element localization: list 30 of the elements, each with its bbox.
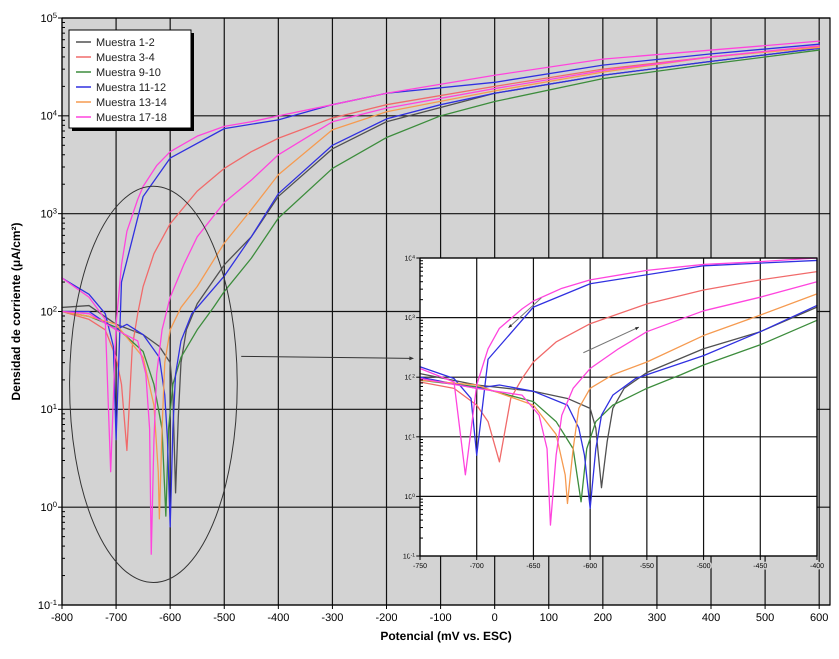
legend-label: Muestra 13-14 <box>96 97 167 109</box>
y-tick-label: 10$^{0}$ <box>40 500 57 514</box>
y-tick-label: 10$^{1}$ <box>40 402 57 416</box>
x-tick-label: 400 <box>702 612 720 624</box>
y-tick-label: 10$^{5}$ <box>40 10 57 25</box>
legend-label: Muestra 3-4 <box>96 52 155 64</box>
x-tick-label: -700 <box>105 612 128 624</box>
x-axis-title: Potencial (mV vs. ESC) <box>380 629 512 643</box>
x-tick-label: -200 <box>375 612 398 624</box>
x-tick-label: 100 <box>540 612 558 624</box>
x-tick-label: -600 <box>159 612 182 624</box>
y-tick-label: 10$^{-1}$ <box>38 597 57 612</box>
y-tick-label: 10$^{2}$ <box>40 304 57 318</box>
y-tick-label: 10$^{4}$ <box>40 108 58 123</box>
legend-label: Muestra 17-18 <box>96 112 167 124</box>
legend-label: Muestra 1-2 <box>96 37 155 49</box>
x-tick-label: -300 <box>321 612 344 624</box>
y-axis-title: Densidad de corriente (μA/cm²) <box>9 222 23 401</box>
x-tick-label: 600 <box>810 612 828 624</box>
x-tick-label: -500 <box>213 612 236 624</box>
legend-label: Muestra 11-12 <box>96 82 166 94</box>
x-tick-label: 500 <box>756 612 774 624</box>
x-tick-label: -100 <box>430 612 452 624</box>
x-tick-label: 300 <box>648 612 666 624</box>
legend-label: Muestra 9-10 <box>96 67 161 79</box>
x-tick-label: -400 <box>267 612 290 624</box>
x-tick-label: 200 <box>594 612 612 624</box>
x-tick-label: -800 <box>50 612 74 624</box>
x-tick-label: 0 <box>492 612 498 624</box>
y-tick-label: 10$^{3}$ <box>40 206 57 221</box>
